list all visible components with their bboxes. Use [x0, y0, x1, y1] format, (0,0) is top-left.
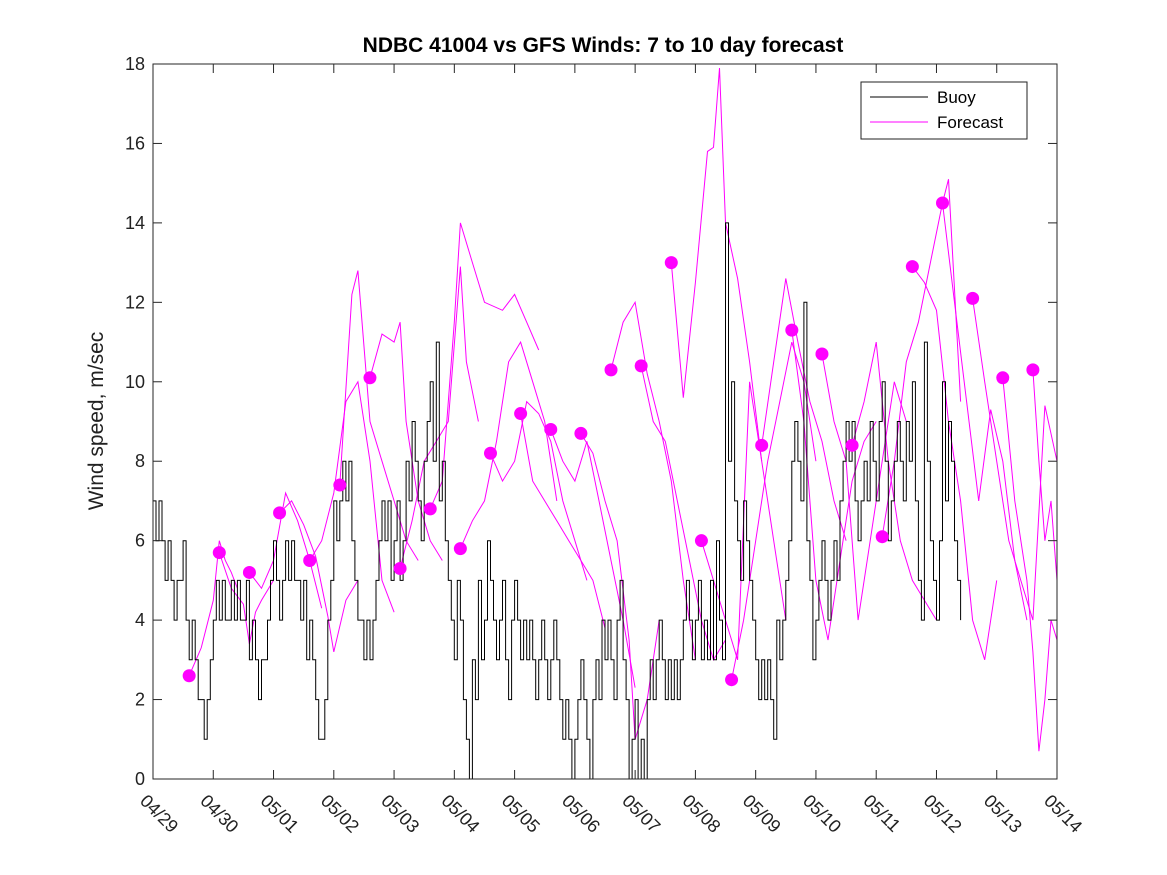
x-tick-label-11: 05/10 — [799, 791, 845, 837]
forecast-series-line-6 — [369, 322, 443, 561]
forecast-series-line-18 — [731, 341, 817, 680]
x-tick-label-12: 05/11 — [859, 791, 904, 836]
forecast-series-line-25 — [942, 202, 1028, 621]
legend-label-forecast: Forecast — [937, 113, 1003, 132]
y-tick-label-5: 10 — [125, 372, 145, 392]
plot-clip-group — [153, 67, 1057, 779]
x-tick-label-0: 04/29 — [136, 791, 182, 837]
forecast-marker-9 — [453, 542, 467, 556]
forecast-marker-28 — [1026, 363, 1040, 377]
forecast-marker-16 — [664, 256, 678, 270]
x-tick-label-3: 05/02 — [317, 791, 363, 837]
y-tick-label-3: 6 — [135, 531, 145, 551]
forecast-series-line-0 — [188, 540, 238, 676]
forecast-marker-17 — [694, 534, 708, 548]
forecast-marker-14 — [604, 363, 618, 377]
forecast-marker-24 — [905, 260, 919, 274]
forecast-marker-26 — [966, 291, 980, 305]
legend-label-buoy: Buoy — [937, 88, 976, 107]
forecast-marker-19 — [755, 438, 769, 452]
forecast-marker-6 — [363, 371, 377, 385]
x-tick-label-10: 05/09 — [739, 791, 785, 837]
forecast-marker-20 — [785, 323, 799, 337]
forecast-marker-0 — [182, 669, 196, 683]
forecast-series-line-27 — [1002, 377, 1057, 752]
forecast-marker-15 — [634, 359, 648, 373]
forecast-series-line-16 — [670, 67, 763, 462]
forecast-marker-27 — [996, 371, 1010, 385]
forecast-series-line-23 — [881, 179, 962, 537]
forecast-series-line-14 — [610, 300, 696, 660]
forecast-series-line-15 — [640, 365, 726, 662]
forecast-series-line-26 — [972, 298, 1057, 621]
forecast-series-line-3 — [279, 500, 359, 653]
plot-frame — [152, 63, 1058, 780]
forecast-marker-25 — [935, 196, 949, 210]
forecast-series-line-12 — [550, 429, 636, 688]
forecast-series-line-8 — [429, 222, 540, 510]
x-tick-label-4: 05/03 — [377, 791, 423, 837]
forecast-series-line-7 — [399, 266, 479, 569]
forecast-marker-12 — [544, 422, 558, 436]
y-tick-label-6: 12 — [125, 292, 145, 312]
x-tick-label-2: 05/01 — [257, 791, 303, 837]
forecast-marker-13 — [574, 426, 588, 440]
forecast-series-line-11 — [520, 413, 606, 629]
y-tick-label-4: 8 — [135, 451, 145, 471]
x-tick-label-1: 04/30 — [196, 791, 242, 837]
buoy-series-line — [153, 222, 962, 779]
y-tick-label-2: 4 — [135, 610, 145, 630]
forecast-series-line-21 — [821, 353, 907, 621]
y-tick-label-9: 18 — [125, 54, 145, 74]
x-tick-label-7: 05/06 — [558, 791, 604, 837]
x-tick-label-15: 05/14 — [1040, 791, 1086, 837]
forecast-marker-3 — [273, 506, 287, 520]
axes-layer: 0 2 4 6 8 10 12 14 16 18 04/29 04/30 05/01 05/02 05/03… — [125, 54, 1086, 837]
forecast-series-line-4 — [309, 380, 395, 613]
forecast-marker-10 — [483, 446, 497, 460]
forecast-marker-1 — [212, 546, 226, 560]
x-tick-label-6: 05/05 — [498, 791, 544, 837]
forecast-marker-18 — [725, 673, 739, 687]
forecast-marker-7 — [393, 561, 407, 575]
forecast-marker-4 — [303, 554, 317, 568]
x-tick-label-8: 05/07 — [618, 791, 664, 837]
x-tick-label-9: 05/08 — [679, 791, 725, 837]
forecast-marker-22 — [845, 438, 859, 452]
x-tick-label-5: 05/04 — [438, 791, 484, 837]
legend-box — [860, 81, 1028, 140]
forecast-marker-2 — [242, 565, 256, 579]
y-tick-label-1: 2 — [135, 690, 145, 710]
forecast-marker-23 — [875, 530, 889, 544]
chart-title: NDBC 41004 vs GFS Winds: 7 to 10 day for… — [363, 34, 844, 57]
data-layer — [153, 67, 1057, 779]
forecast-series-line-10 — [490, 400, 588, 581]
y-tick-label-7: 14 — [125, 213, 145, 233]
x-tick-label-13: 05/12 — [920, 791, 966, 837]
y-axis-label: Wind speed, m/sec — [85, 332, 108, 511]
y-tick-label-8: 16 — [125, 133, 145, 153]
legend: Buoy Forecast — [860, 81, 1028, 140]
forecast-marker-8 — [423, 502, 437, 516]
forecast-series-line-28 — [1032, 369, 1057, 581]
forecast-marker-5 — [333, 478, 347, 492]
forecast-marker-11 — [514, 407, 528, 421]
y-tick-label-0: 0 — [135, 769, 145, 789]
forecast-series-line-5 — [339, 270, 419, 561]
x-tick-label-14: 05/13 — [980, 791, 1026, 837]
forecast-series-line-9 — [459, 340, 558, 549]
forecast-series-line-20 — [791, 330, 877, 641]
forecast-marker-21 — [815, 347, 829, 361]
